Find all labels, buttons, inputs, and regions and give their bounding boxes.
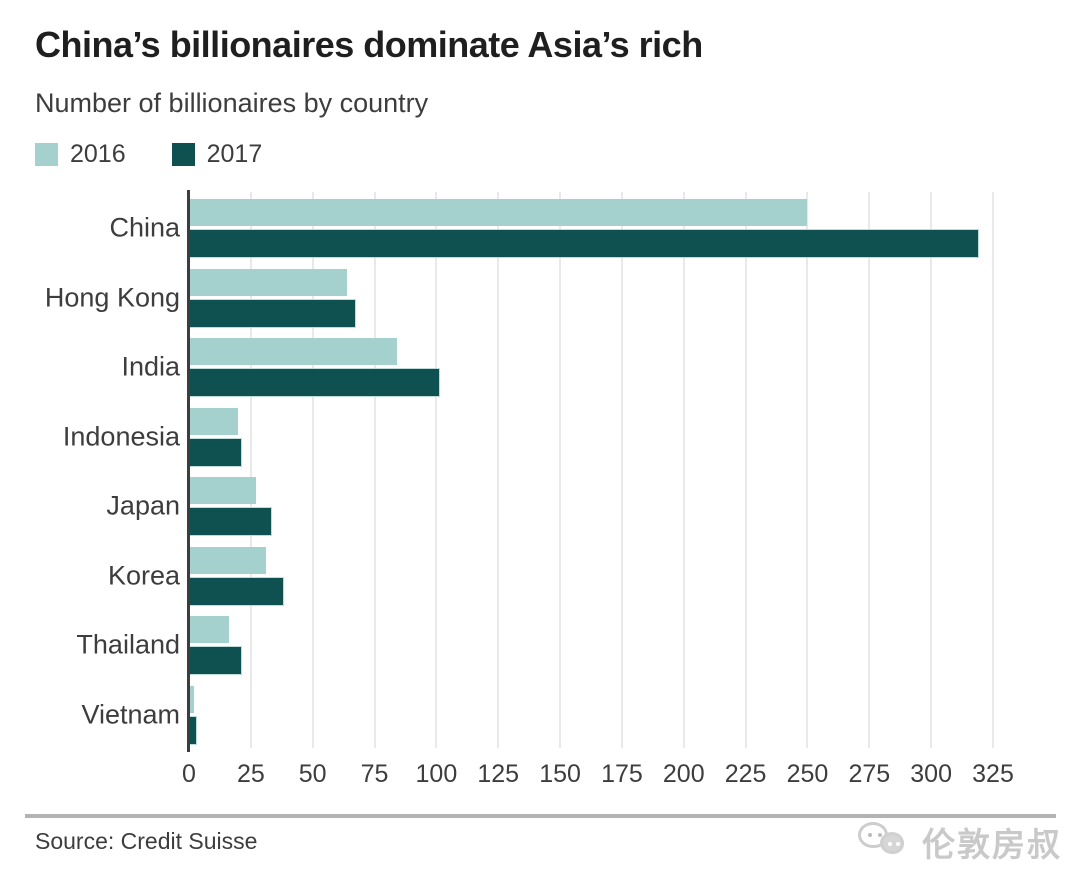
category-label-china: China	[109, 212, 180, 243]
footer-divider	[25, 814, 1056, 818]
category-label-korea: Korea	[107, 560, 180, 590]
gridline-x-250	[806, 192, 809, 748]
bar-2016-japan	[189, 477, 256, 504]
x-tick-label-225: 225	[724, 760, 767, 788]
category-label-indonesia: Indonesia	[62, 421, 180, 451]
bar-2017-vietnam	[189, 716, 197, 744]
x-tick-label-250: 250	[786, 760, 829, 788]
chart-legend: 2016 2017	[35, 140, 262, 169]
x-tick-label-300: 300	[910, 760, 952, 788]
gridline-x-100	[435, 192, 438, 748]
legend-item-2016: 2016	[35, 140, 126, 169]
bar-2016-korea	[189, 546, 266, 574]
legend-swatch-2017	[171, 143, 195, 166]
bar-2017-japan	[189, 508, 271, 535]
gridline-x-75	[373, 192, 376, 748]
bar-2017-korea	[189, 577, 283, 605]
bar-2017-india	[189, 369, 439, 396]
x-tick-label-125: 125	[477, 760, 520, 788]
x-tick-label-175: 175	[601, 760, 643, 788]
legend-swatch-2016	[35, 143, 58, 166]
bar-2017-hong-kong	[189, 299, 355, 327]
bar-2016-china	[189, 199, 808, 226]
wechat-icon	[858, 820, 914, 864]
x-tick-label-75: 75	[360, 760, 389, 788]
x-tick-label-275: 275	[848, 760, 891, 788]
bar-2016-hong-kong	[189, 268, 348, 296]
category-label-thailand: Thailand	[76, 629, 180, 660]
x-tick-label-50: 50	[298, 760, 327, 788]
bar-2016-vietnam	[189, 685, 194, 713]
bar-2017-thailand	[189, 647, 241, 674]
category-label-vietnam: Vietnam	[81, 699, 180, 729]
legend-label-2017: 2017	[206, 140, 263, 168]
gridline-x-25	[249, 192, 252, 748]
watermark: 伦敦房叔	[858, 818, 1062, 866]
bar-2017-indonesia	[189, 438, 241, 466]
y-axis-line	[187, 190, 190, 752]
bar-2016-india	[189, 338, 397, 365]
bar-2016-thailand	[189, 616, 229, 643]
gridline-x-275	[868, 192, 871, 748]
category-label-hong-kong: Hong Kong	[44, 282, 180, 312]
gridline-x-50	[311, 192, 314, 748]
x-tick-label-0: 0	[182, 760, 196, 788]
legend-item-2017: 2017	[171, 140, 263, 169]
x-tick-label-25: 25	[236, 760, 265, 788]
page-title: China’s billionaires dominate Asia’s ric…	[35, 24, 703, 65]
gridline-x-300	[930, 192, 933, 748]
gridline-x-200	[682, 192, 685, 748]
x-tick-label-200: 200	[662, 760, 705, 788]
x-tick-label-325: 325	[972, 760, 1014, 788]
x-tick-label-150: 150	[539, 760, 581, 788]
bar-2016-indonesia	[189, 407, 239, 435]
legend-label-2016: 2016	[70, 140, 126, 168]
gridline-x-225	[744, 192, 747, 748]
gridline-x-125	[497, 192, 500, 748]
x-tick-label-100: 100	[415, 760, 458, 788]
bar-2017-china	[189, 230, 979, 257]
gridline-x-175	[620, 192, 623, 748]
gridline-x-325	[992, 192, 994, 748]
gridline-x-150	[559, 192, 562, 748]
watermark-text: 伦敦房叔	[922, 826, 1062, 863]
category-label-japan: Japan	[106, 490, 180, 521]
chart-subtitle: Number of billionaires by country	[35, 88, 429, 118]
source-credit: Source: Credit Suisse	[35, 828, 258, 854]
category-label-india: India	[121, 351, 180, 382]
